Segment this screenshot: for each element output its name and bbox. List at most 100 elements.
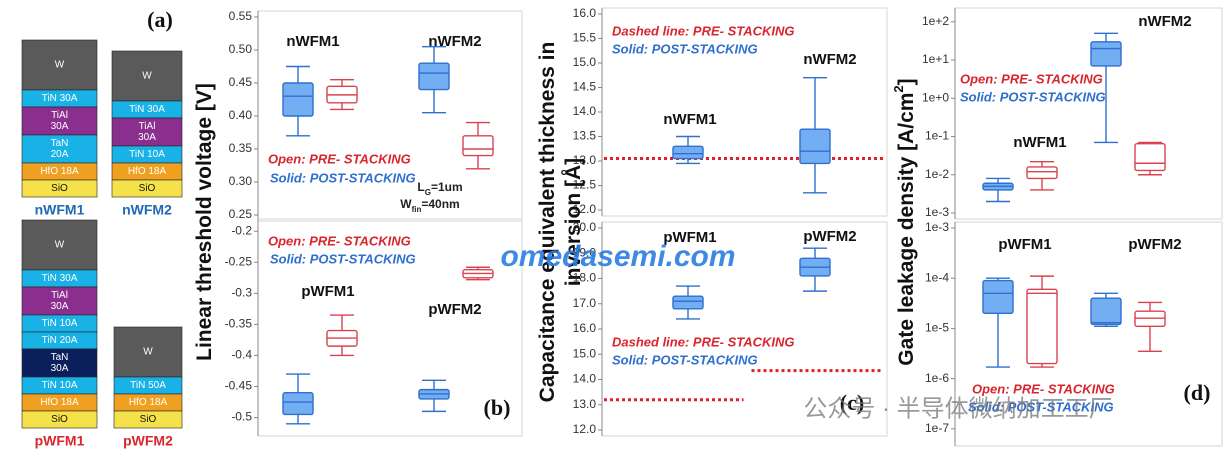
y-tick-label: 1e+0 — [922, 90, 949, 104]
note-part: =40nm — [421, 197, 459, 211]
y-tick-label: 15.5 — [573, 31, 597, 45]
layer-label: TiN 30A — [129, 104, 165, 115]
layer-label: 30A — [51, 301, 69, 312]
layer-label: TiN 10A — [129, 149, 165, 160]
layer-label: HfO 18A — [40, 397, 79, 408]
y-tick-label: 13.5 — [573, 129, 597, 143]
annotation: Solid: POST-STACKING — [960, 89, 1106, 104]
annotation: Dashed line: PRE- STACKING — [612, 23, 795, 38]
layer-label: W — [142, 71, 152, 82]
y-tick-label: 12.0 — [573, 202, 597, 216]
annotation: Open: PRE- STACKING — [960, 71, 1103, 86]
note: Wfin=40nm — [400, 197, 459, 213]
y-axis-label: inversion [Å] — [561, 158, 585, 286]
annotation: Solid: POST-STACKING — [270, 251, 416, 266]
layer-label: SiO — [140, 414, 157, 425]
layer — [21, 348, 98, 378]
y-axis-label-part: Capacitance equivalent thickness in — [536, 42, 559, 403]
group-label: pWFM2 — [428, 301, 481, 318]
layer-label: TiN 10A — [42, 318, 78, 329]
group-label: nWFM2 — [428, 33, 481, 50]
box — [282, 82, 314, 117]
y-axis-label-part: Gate leakage density [A/cm — [895, 93, 918, 366]
box — [1026, 166, 1058, 180]
annotation: Open: PRE- STACKING — [268, 151, 411, 166]
layer-label: 30A — [51, 363, 69, 374]
stack-name: pWFM1 — [35, 433, 85, 449]
layer-label: TiN 50A — [130, 380, 166, 391]
y-tick-label: -0.4 — [231, 348, 252, 362]
layer — [113, 410, 183, 429]
annotation: Open: PRE- STACKING — [268, 233, 411, 248]
group-label: nWFM2 — [1138, 13, 1191, 30]
y-tick-label: 20.0 — [573, 220, 597, 234]
y-axis-label-part: 2 — [891, 85, 906, 92]
annotation: Solid: POST-STACKING — [612, 352, 758, 367]
group-label: pWFM2 — [1128, 236, 1181, 253]
layer-label: SiO — [51, 183, 68, 194]
y-tick-label: 13.0 — [573, 397, 597, 411]
layer-label: TiAl — [51, 290, 68, 301]
box — [282, 392, 314, 416]
y-tick-label: -0.25 — [225, 254, 253, 268]
y-axis-label-part: ] — [895, 78, 918, 85]
y-tick-label: 14.0 — [573, 104, 597, 118]
layer-label: TiAl — [51, 110, 68, 121]
panel-label: (b) — [484, 395, 511, 420]
box — [1026, 288, 1058, 365]
layer — [21, 134, 98, 164]
y-tick-label: 0.50 — [229, 42, 253, 56]
layer-label: TiN 30A — [42, 273, 78, 284]
y-tick-label: -0.35 — [225, 317, 253, 331]
box — [1090, 41, 1122, 67]
stack-name: nWFM1 — [35, 202, 85, 218]
y-axis-label-part: Linear threshold voltage [V] — [193, 83, 216, 361]
stack-name: nWFM2 — [122, 202, 172, 218]
y-tick-label: -0.3 — [231, 286, 252, 300]
group-label: nWFM2 — [803, 51, 856, 68]
y-tick-label: 1e-6 — [925, 371, 949, 385]
y-tick-label: 16.0 — [573, 321, 597, 335]
plot-frame — [601, 7, 888, 217]
layer-label: HfO 18A — [40, 166, 79, 177]
group-label: pWFM2 — [803, 228, 856, 245]
panel-label: (d) — [1184, 380, 1211, 405]
group-label: nWFM1 — [1013, 134, 1066, 151]
layer-label: 30A — [51, 121, 69, 132]
box — [1090, 297, 1122, 326]
layer-label: HfO 18A — [129, 397, 168, 408]
y-tick-label: -0.45 — [225, 379, 253, 393]
note: LG=1um — [417, 180, 462, 196]
stack-name: pWFM2 — [123, 433, 173, 449]
layer-label: SiO — [51, 414, 68, 425]
layer-label: TiN 10A — [42, 380, 78, 391]
y-tick-label: 1e-3 — [925, 220, 949, 234]
y-tick-label: 14.5 — [573, 80, 597, 94]
y-tick-label: 13.0 — [573, 153, 597, 167]
note-part: =1um — [431, 180, 463, 194]
group-label: pWFM1 — [998, 236, 1051, 253]
panel-label: (a) — [147, 7, 173, 32]
note-part: G — [425, 188, 431, 197]
layer — [21, 39, 98, 91]
layer-label: W — [55, 240, 65, 251]
layer-label: W — [55, 60, 65, 71]
y-tick-label: 1e-4 — [925, 270, 949, 284]
box — [982, 279, 1014, 315]
box — [418, 62, 450, 91]
y-tick-label: 18.0 — [573, 271, 597, 285]
annotation: Solid: POST-STACKING — [270, 170, 416, 185]
layer-label: HfO 18A — [128, 166, 167, 177]
box — [462, 135, 494, 157]
watermark: omedasemi.com — [500, 240, 735, 273]
y-tick-label: 0.25 — [229, 207, 253, 221]
y-axis-label-part: inversion [Å] — [561, 158, 585, 286]
note-part: W — [400, 197, 412, 211]
box — [672, 295, 704, 310]
y-tick-label: 12.5 — [573, 178, 597, 192]
group-label: pWFM1 — [663, 229, 716, 246]
y-tick-label: -0.2 — [231, 223, 252, 237]
y-tick-label: 1e-1 — [925, 129, 949, 143]
box — [1134, 142, 1166, 172]
